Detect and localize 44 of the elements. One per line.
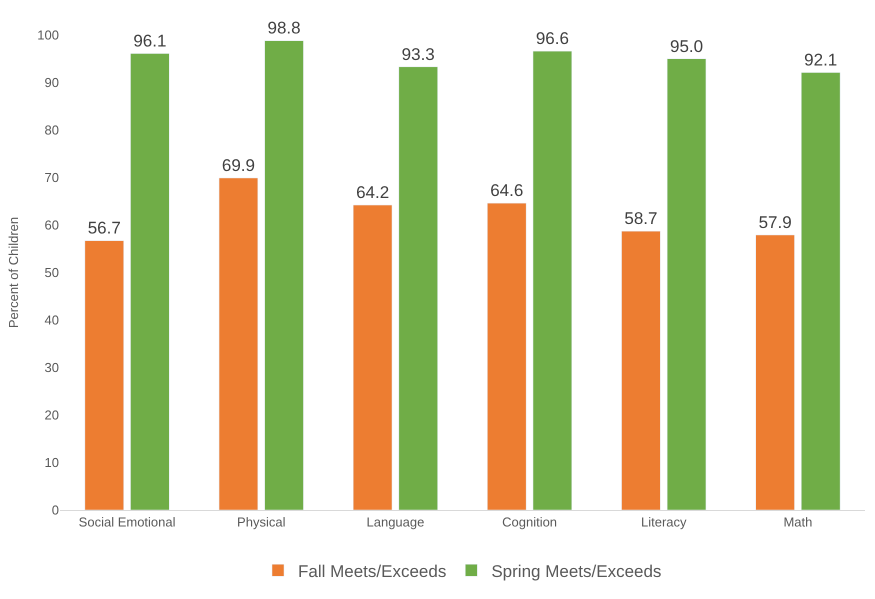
data-label: 64.6 [490,181,524,200]
bar [264,40,304,510]
x-tick-label: Literacy [640,514,688,530]
data-label: 64.2 [356,183,390,202]
data-label: 95.0 [670,36,704,56]
y-axis-title: Percent of Children [6,216,22,328]
bar [801,72,840,510]
data-label: 96.1 [133,32,166,51]
y-tick-label: 90 [44,75,59,90]
bar [666,58,706,510]
x-tick-label: Cognition [502,514,558,530]
data-label: 92.1 [804,50,838,70]
x-tick-label: Language [366,514,424,530]
data-label: 93.3 [402,44,435,64]
y-tick-label: 30 [44,360,59,376]
data-label: 69.9 [222,156,255,175]
bar [352,204,392,510]
y-tick-label: 10 [44,455,59,470]
x-tick-label: Social Emotional [78,514,176,530]
bar [130,53,170,510]
x-tick-label: Physical [237,514,286,530]
y-tick-label: 70 [44,170,59,186]
bar [487,202,526,510]
x-tick-label: Math [783,514,812,530]
legend-label: Spring Meets/Exceeds [491,562,662,581]
bar [532,50,572,510]
data-label: 98.8 [268,18,301,38]
y-tick-label: 60 [44,218,59,233]
bar [621,230,661,510]
y-tick-label: 80 [44,122,59,138]
y-tick-label: 100 [37,28,59,43]
y-tick-label: 0 [52,502,59,518]
y-tick-label: 50 [44,265,59,280]
y-tick-label: 20 [44,408,59,423]
data-label: 57.9 [758,212,792,232]
data-label: 96.6 [536,29,569,48]
bar [398,66,438,510]
legend-label: Fall Meets/Exceeds [298,562,446,581]
bar [84,240,124,510]
bar [755,234,795,510]
data-label: 56.7 [88,218,121,238]
data-label: 58.7 [624,209,658,228]
bar [218,178,258,510]
y-tick-label: 40 [44,312,59,328]
